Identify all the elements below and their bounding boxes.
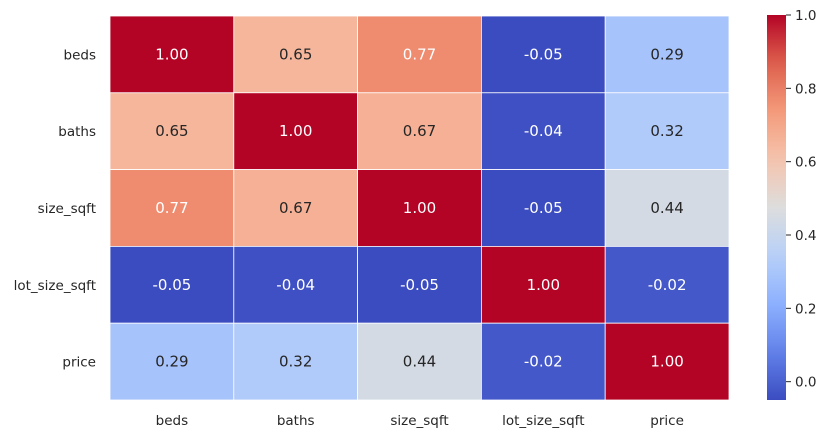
colorbar [767,15,786,400]
x-axis-labels: beds baths size_sqft lot_size_sqft price [156,413,684,429]
heatmap-cell [233,322,359,401]
heatmap-cell [357,15,482,94]
heatmap-cell [604,245,730,324]
x-tick-label: price [650,413,684,429]
colorbar-tick-label: 0.6 [795,155,816,171]
y-tick-label: size_sqft [38,201,96,217]
cell-annotation: -0.05 [524,45,563,63]
cell-annotation: 0.65 [279,45,312,63]
cell-annotation: 0.67 [403,122,436,140]
cell-annotation: -0.04 [524,122,563,140]
heatmap-cell [109,322,235,401]
heatmap-cell [480,245,606,324]
cell-annotation: -0.02 [648,276,687,294]
x-tick-label: size_sqft [390,413,448,429]
colorbar-tick-label: 1.0 [795,8,816,24]
heatmap-cell [357,169,482,247]
cell-annotation: 0.32 [650,122,683,140]
colorbar-tick-label: 0.4 [795,228,816,244]
heatmap-cell [480,15,606,94]
cell-annotation: 1.00 [527,276,560,294]
cell-annotation: 0.77 [155,199,188,217]
x-tick-label: beds [156,413,188,429]
cell-annotation: 1.00 [650,353,683,371]
heatmap-cell [604,169,730,247]
y-tick-label: price [62,355,96,371]
cell-annotation: 0.44 [403,353,436,371]
heatmap-cells: 1.00 0.65 0.77 -0.05 0.29 0.65 1.00 0.67 -0.04 0.… [109,15,730,401]
cell-annotation: 0.65 [155,122,188,140]
heatmap-cell [604,322,730,401]
cell-annotation: 0.32 [279,353,312,371]
heatmap-cell [604,15,730,94]
colorbar-tick-label: 0.0 [795,375,816,391]
cell-annotation: -0.05 [152,276,191,294]
cell-annotation: 0.67 [279,199,312,217]
heatmap-cell [357,245,482,324]
heatmap-cell [109,15,235,94]
cell-annotation: 1.00 [155,45,188,63]
cell-annotation: -0.04 [276,276,315,294]
cell-annotation: 1.00 [279,122,312,140]
cell-annotation: 0.29 [155,353,188,371]
x-tick-label: baths [277,413,315,429]
cell-annotation: 0.29 [650,45,683,63]
x-tick-label: lot_size_sqft [502,413,584,429]
heatmap-cell [357,322,482,401]
cell-annotation: -0.05 [400,276,439,294]
cell-annotation: 0.77 [403,45,436,63]
colorbar-tick-label: 0.8 [795,81,816,97]
heatmap-cell [233,169,359,247]
cell-annotation: 0.44 [650,199,683,217]
y-tick-label: lot_size_sqft [14,278,96,294]
y-tick-label: beds [64,47,96,63]
heatmap-cell [604,92,730,171]
y-tick-label: baths [58,124,96,140]
cell-annotation: -0.05 [524,199,563,217]
heatmap-cell [109,245,235,324]
heatmap-cell [109,92,235,171]
cell-annotation: -0.02 [524,353,563,371]
colorbar-ticks: 0.0 0.2 0.4 0.6 0.8 1.0 [786,8,816,391]
colorbar-tick-label: 0.2 [795,301,816,317]
cell-annotation: 1.00 [403,199,436,217]
heatmap-cell [357,92,482,171]
heatmap-cell [480,169,606,247]
heatmap-cell [233,15,359,94]
heatmap-cell [233,245,359,324]
